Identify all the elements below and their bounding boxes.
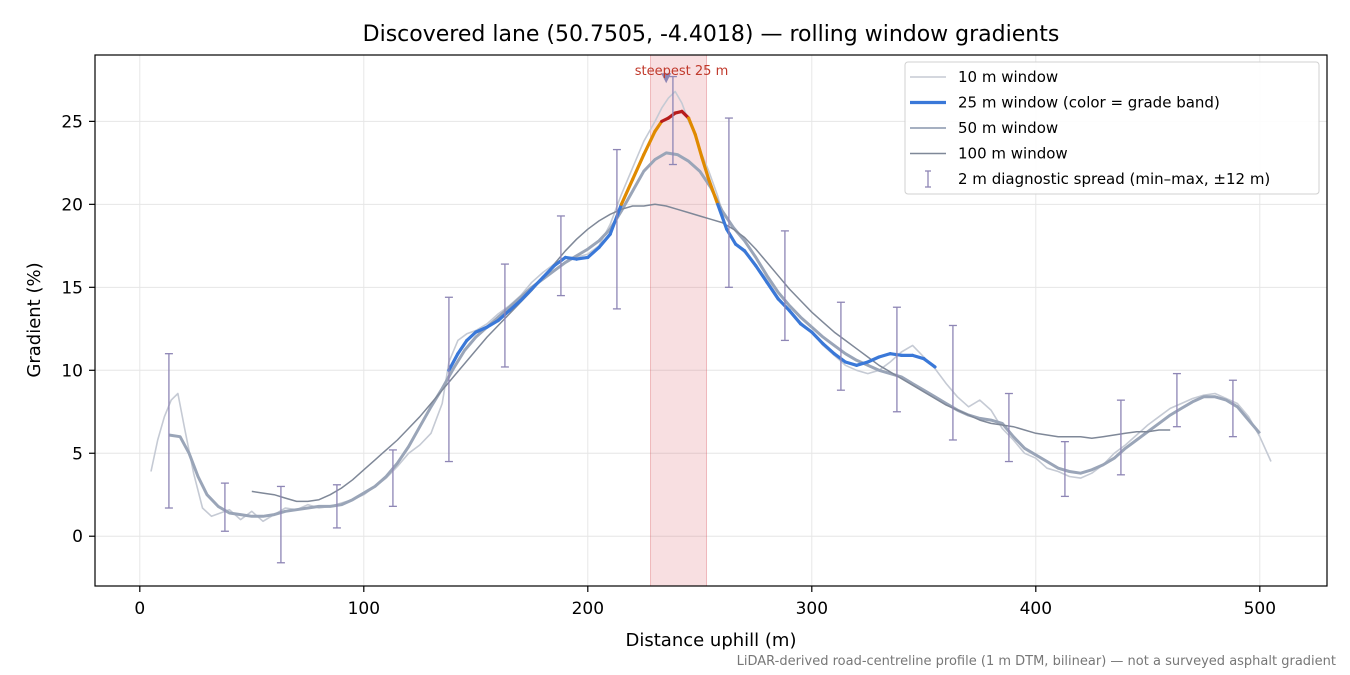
footnote: LiDAR-derived road-centreline profile (1… xyxy=(737,654,1336,669)
series-25m-segment xyxy=(707,177,720,206)
plot-area: steepest 25 m 0 100 200 300 400 500 0 5 10 15 20 25 1… xyxy=(61,54,1328,619)
x-tick-label: 200 xyxy=(572,599,604,619)
series-25m-segment xyxy=(541,264,556,279)
x-tick-label: 500 xyxy=(1244,599,1276,619)
series-25m-segment xyxy=(530,275,545,291)
series-25m-segment xyxy=(922,357,937,369)
series-25m-segment xyxy=(843,360,859,367)
x-tick-label: 400 xyxy=(1020,599,1052,619)
series-25m-segment xyxy=(447,352,460,372)
axes-frame xyxy=(94,54,1328,587)
series-25m-segment xyxy=(877,352,892,359)
legend-label-3: 100 m window xyxy=(958,145,1068,163)
series-25m-segment xyxy=(888,352,904,357)
series-25m-segment xyxy=(563,255,579,261)
legend-label-0: 10 m window xyxy=(958,68,1058,86)
series-25m-segment xyxy=(754,264,769,284)
series-line-100m xyxy=(251,203,1171,503)
series-25m-segment xyxy=(485,318,500,329)
series-25m-segment xyxy=(765,280,780,301)
y-tick-label: 5 xyxy=(72,444,83,464)
legend-box xyxy=(904,61,1320,195)
series-25m-segment xyxy=(586,245,601,260)
steepest-marker xyxy=(661,73,672,84)
series-25m-segment xyxy=(854,360,870,367)
y-tick-label: 10 xyxy=(61,361,83,381)
series-line-50m xyxy=(168,151,1261,518)
series-25m-segment xyxy=(700,156,711,182)
series-25m-segment xyxy=(642,129,657,157)
series-25m-segment xyxy=(619,177,635,206)
y-axis-title: Gradient (%) xyxy=(24,262,45,377)
steepest-highlight-band xyxy=(650,54,708,587)
series-25m-segment xyxy=(597,232,612,250)
series-25m-segment xyxy=(910,353,926,361)
series-25m-segment xyxy=(518,287,534,303)
legend-label-2: 50 m window xyxy=(958,119,1058,137)
series-25m-segment xyxy=(810,330,825,346)
series-25m-segment xyxy=(456,338,469,356)
x-axis-title: Distance uphill (m) xyxy=(626,630,797,651)
series-25m-segment xyxy=(866,355,881,364)
y-tick-label: 0 xyxy=(72,527,83,547)
steepest-label: steepest 25 m xyxy=(635,64,728,79)
series-25m-segment xyxy=(734,242,747,253)
y-tick-label: 15 xyxy=(61,278,83,298)
series-25m-segment xyxy=(832,352,848,364)
chart-title: Discovered lane (50.7505, -4.4018) — rol… xyxy=(363,22,1060,47)
series-25m-segment xyxy=(465,330,478,343)
x-tick-label: 100 xyxy=(348,599,380,619)
series-25m-segment xyxy=(552,255,568,268)
series-25m-segment xyxy=(574,255,590,261)
series-25m-segment xyxy=(507,298,523,313)
series-25m-segment xyxy=(742,249,758,268)
x-tick-label: 300 xyxy=(796,599,828,619)
y-tick-label: 20 xyxy=(61,195,83,215)
series-25m-segment xyxy=(716,202,729,231)
series-25m-segment xyxy=(725,227,738,246)
x-tick-label: 0 xyxy=(134,599,145,619)
y-tick-label: 25 xyxy=(61,112,83,132)
series-25m-segment xyxy=(776,297,792,313)
legend-label-1: 25 m window (color = grade band) xyxy=(958,94,1220,112)
series-25m-segment xyxy=(686,116,697,137)
series-25m-segment xyxy=(653,119,664,133)
series-25m-segment xyxy=(798,322,814,334)
legend-label-4: 2 m diagnostic spread (min–max, ±12 m) xyxy=(958,170,1270,188)
series-25m-segment xyxy=(787,308,803,326)
series-25m-segment xyxy=(474,325,489,334)
series-25m-segment xyxy=(821,342,836,356)
series-25m-segment xyxy=(693,133,704,160)
series-25m-segment xyxy=(608,202,624,236)
series-25m-segment xyxy=(630,152,646,182)
series-25m-segment xyxy=(496,308,511,323)
